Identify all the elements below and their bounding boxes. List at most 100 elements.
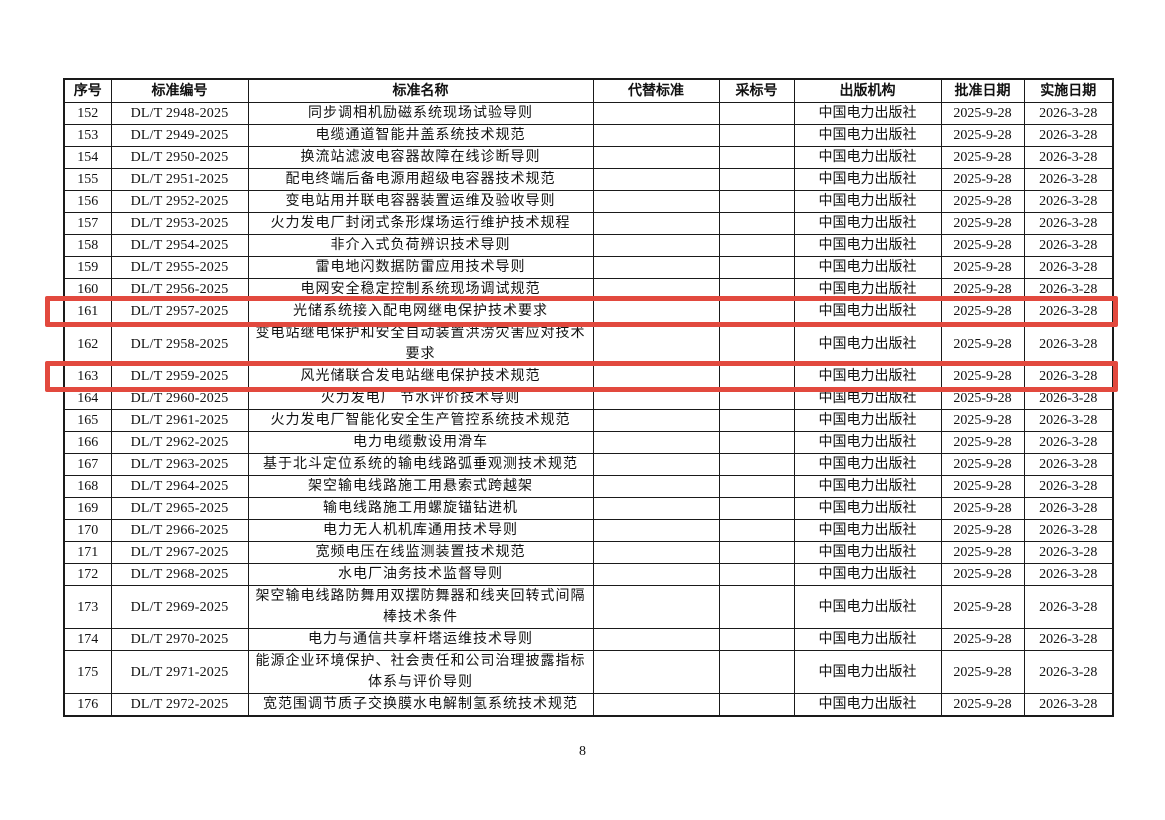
cell-seq: 173 xyxy=(63,585,112,629)
cell-publisher: 中国电力出版社 xyxy=(793,365,942,388)
cell-seq: 154 xyxy=(63,146,112,169)
cell-adopted-number xyxy=(718,453,795,476)
cell-adopted-number xyxy=(718,431,795,454)
cell-approval-date: 2025-9-28 xyxy=(940,278,1025,301)
cell-approval-date: 2025-9-28 xyxy=(940,256,1025,279)
cell-adopted-number xyxy=(718,563,795,586)
cell-replaced-standard xyxy=(592,387,720,410)
cell-implementation-date: 2026-3-28 xyxy=(1023,519,1114,542)
cell-standard-name: 宽范围调节质子交换膜水电解制氢系统技术规范 xyxy=(247,693,594,717)
table-row: 164 DL/T 2960-2025 火力发电厂 节水评价技术导则 中国电力出版… xyxy=(63,387,1114,410)
cell-standard-name: 火力发电厂 节水评价技术导则 xyxy=(247,387,594,410)
cell-approval-date: 2025-9-28 xyxy=(940,146,1025,169)
cell-implementation-date: 2026-3-28 xyxy=(1023,453,1114,476)
cell-seq: 157 xyxy=(63,212,112,235)
cell-publisher: 中国电力出版社 xyxy=(793,453,942,476)
cell-approval-date: 2025-9-28 xyxy=(940,212,1025,235)
cell-approval-date: 2025-9-28 xyxy=(940,453,1025,476)
cell-replaced-standard xyxy=(592,453,720,476)
cell-replaced-standard xyxy=(592,212,720,235)
cell-standard-code: DL/T 2956-2025 xyxy=(110,278,249,301)
cell-publisher: 中国电力出版社 xyxy=(793,497,942,520)
cell-seq: 161 xyxy=(63,300,112,323)
cell-implementation-date: 2026-3-28 xyxy=(1023,146,1114,169)
cell-standard-name: 宽频电压在线监测装置技术规范 xyxy=(247,541,594,564)
cell-standard-name: 电力电缆敷设用滑车 xyxy=(247,431,594,454)
cell-standard-name: 架空输电线路防舞用双摆防舞器和线夹回转式间隔 棒技术条件 xyxy=(247,585,594,629)
cell-publisher: 中国电力出版社 xyxy=(793,278,942,301)
cell-publisher: 中国电力出版社 xyxy=(793,585,942,629)
cell-publisher: 中国电力出版社 xyxy=(793,300,942,323)
cell-standard-code: DL/T 2965-2025 xyxy=(110,497,249,520)
cell-standard-name: 水电厂油务技术监督导则 xyxy=(247,563,594,586)
cell-standard-code: DL/T 2951-2025 xyxy=(110,168,249,191)
cell-standard-name: 基于北斗定位系统的输电线路弧垂观测技术规范 xyxy=(247,453,594,476)
cell-approval-date: 2025-9-28 xyxy=(940,365,1025,388)
cell-implementation-date: 2026-3-28 xyxy=(1023,563,1114,586)
cell-standard-code: DL/T 2970-2025 xyxy=(110,628,249,651)
cell-seq: 153 xyxy=(63,124,112,147)
cell-approval-date: 2025-9-28 xyxy=(940,541,1025,564)
table-row: 170 DL/T 2966-2025 电力无人机机库通用技术导则 中国电力出版社… xyxy=(63,519,1114,542)
cell-seq: 165 xyxy=(63,409,112,432)
cell-seq: 163 xyxy=(63,365,112,388)
cell-implementation-date: 2026-3-28 xyxy=(1023,300,1114,323)
cell-adopted-number xyxy=(718,102,795,125)
cell-standard-name: 配电终端后备电源用超级电容器技术规范 xyxy=(247,168,594,191)
cell-approval-date: 2025-9-28 xyxy=(940,519,1025,542)
cell-standard-name: 电网安全稳定控制系统现场调试规范 xyxy=(247,278,594,301)
cell-approval-date: 2025-9-28 xyxy=(940,102,1025,125)
cell-standard-code: DL/T 2972-2025 xyxy=(110,693,249,717)
cell-approval-date: 2025-9-28 xyxy=(940,497,1025,520)
table-row: 153 DL/T 2949-2025 电缆通道智能井盖系统技术规范 中国电力出版… xyxy=(63,124,1114,147)
cell-standard-code: DL/T 2961-2025 xyxy=(110,409,249,432)
table-header-row: 序号 标准编号 标准名称 代替标准 采标号 出版机构 批准日期 实施日期 xyxy=(63,78,1114,103)
cell-implementation-date: 2026-3-28 xyxy=(1023,585,1114,629)
cell-replaced-standard xyxy=(592,365,720,388)
cell-implementation-date: 2026-3-28 xyxy=(1023,322,1114,366)
cell-implementation-date: 2026-3-28 xyxy=(1023,497,1114,520)
cell-standard-name: 变电站继电保护和安全自动装置洪涝灾害应对技术 要求 xyxy=(247,322,594,366)
table-row: 168 DL/T 2964-2025 架空输电线路施工用悬索式跨越架 中国电力出… xyxy=(63,475,1114,498)
column-header: 实施日期 xyxy=(1023,78,1114,103)
cell-seq: 152 xyxy=(63,102,112,125)
cell-standard-code: DL/T 2960-2025 xyxy=(110,387,249,410)
table-row: 165 DL/T 2961-2025 火力发电厂智能化安全生产管控系统技术规范 … xyxy=(63,409,1114,432)
cell-implementation-date: 2026-3-28 xyxy=(1023,541,1114,564)
cell-standard-name: 雷电地闪数据防雷应用技术导则 xyxy=(247,256,594,279)
cell-implementation-date: 2026-3-28 xyxy=(1023,256,1114,279)
cell-standard-name: 电力无人机机库通用技术导则 xyxy=(247,519,594,542)
cell-seq: 176 xyxy=(63,693,112,717)
cell-approval-date: 2025-9-28 xyxy=(940,650,1025,694)
cell-standard-name: 电力与通信共享杆塔运维技术导则 xyxy=(247,628,594,651)
cell-standard-code: DL/T 2964-2025 xyxy=(110,475,249,498)
cell-seq: 159 xyxy=(63,256,112,279)
cell-publisher: 中国电力出版社 xyxy=(793,519,942,542)
column-header: 代替标准 xyxy=(592,78,720,103)
cell-replaced-standard xyxy=(592,102,720,125)
standards-table: 序号 标准编号 标准名称 代替标准 采标号 出版机构 批准日期 实施日期 152 DL/T 2… xyxy=(63,78,1114,717)
cell-standard-name: 火力发电厂封闭式条形煤场运行维护技术规程 xyxy=(247,212,594,235)
cell-publisher: 中国电力出版社 xyxy=(793,563,942,586)
cell-approval-date: 2025-9-28 xyxy=(940,475,1025,498)
cell-replaced-standard xyxy=(592,124,720,147)
cell-adopted-number xyxy=(718,541,795,564)
cell-seq: 172 xyxy=(63,563,112,586)
cell-standard-code: DL/T 2969-2025 xyxy=(110,585,249,629)
cell-publisher: 中国电力出版社 xyxy=(793,146,942,169)
table-row: 166 DL/T 2962-2025 电力电缆敷设用滑车 中国电力出版社 202… xyxy=(63,431,1114,454)
cell-approval-date: 2025-9-28 xyxy=(940,190,1025,213)
table-row: 162 DL/T 2958-2025 变电站继电保护和安全自动装置洪涝灾害应对技… xyxy=(63,322,1114,366)
table-row: 159 DL/T 2955-2025 雷电地闪数据防雷应用技术导则 中国电力出版… xyxy=(63,256,1114,279)
cell-publisher: 中国电力出版社 xyxy=(793,387,942,410)
cell-seq: 166 xyxy=(63,431,112,454)
cell-implementation-date: 2026-3-28 xyxy=(1023,693,1114,717)
cell-implementation-date: 2026-3-28 xyxy=(1023,628,1114,651)
table-row: 154 DL/T 2950-2025 换流站滤波电容器故障在线诊断导则 中国电力… xyxy=(63,146,1114,169)
table-row: 156 DL/T 2952-2025 变电站用并联电容器装置运维及验收导则 中国… xyxy=(63,190,1114,213)
cell-publisher: 中国电力出版社 xyxy=(793,409,942,432)
cell-replaced-standard xyxy=(592,497,720,520)
cell-seq: 171 xyxy=(63,541,112,564)
table-row: 173 DL/T 2969-2025 架空输电线路防舞用双摆防舞器和线夹回转式间… xyxy=(63,585,1114,629)
